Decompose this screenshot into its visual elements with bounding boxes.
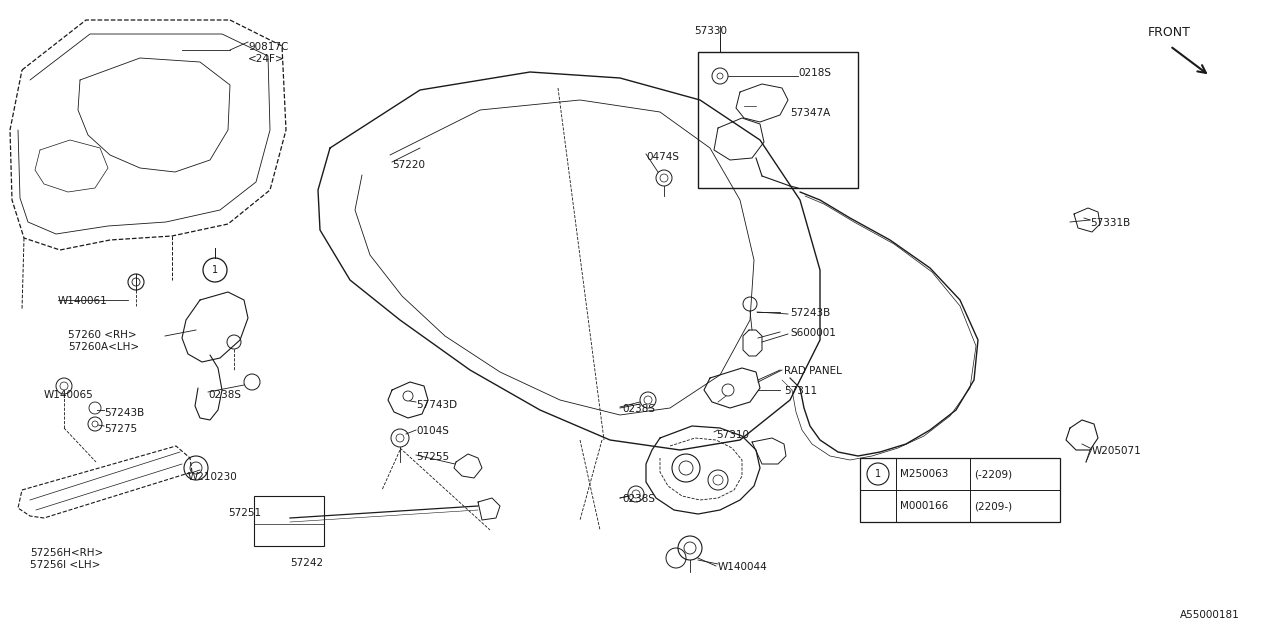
Text: RAD PANEL: RAD PANEL (783, 366, 842, 376)
Text: 57260 <RH>
57260A<LH>: 57260 <RH> 57260A<LH> (68, 330, 140, 351)
Text: W210230: W210230 (188, 472, 238, 482)
Text: 57743D: 57743D (416, 400, 457, 410)
Text: 0104S: 0104S (416, 426, 449, 436)
Text: 90817C
<24F>: 90817C <24F> (248, 42, 288, 63)
Text: 0474S: 0474S (646, 152, 678, 162)
Text: (2209-): (2209-) (974, 501, 1012, 511)
Text: S600001: S600001 (790, 328, 836, 338)
Text: 1: 1 (212, 265, 218, 275)
Text: W140065: W140065 (44, 390, 93, 400)
Text: 57331B: 57331B (1091, 218, 1130, 228)
Text: M250063: M250063 (900, 469, 948, 479)
Text: FRONT: FRONT (1148, 26, 1190, 39)
Bar (860, 458, 1060, 522)
Text: 0238S: 0238S (622, 494, 655, 504)
Bar (698, 52, 858, 188)
Text: (-2209): (-2209) (974, 469, 1012, 479)
Text: 1: 1 (876, 469, 881, 479)
Text: 0218S: 0218S (797, 68, 831, 78)
Text: 57330: 57330 (694, 26, 727, 36)
Text: 57251: 57251 (228, 508, 261, 518)
Text: 57256H<RH>
57256I <LH>: 57256H<RH> 57256I <LH> (29, 548, 104, 570)
Text: W205071: W205071 (1092, 446, 1142, 456)
Text: W140061: W140061 (58, 296, 108, 306)
Text: 57243B: 57243B (104, 408, 145, 418)
Text: 57243B: 57243B (790, 308, 831, 318)
Text: 0238S: 0238S (622, 404, 655, 414)
Text: W140044: W140044 (718, 562, 768, 572)
Text: 0238S: 0238S (207, 390, 241, 400)
Text: 57310: 57310 (716, 430, 749, 440)
Text: 57275: 57275 (104, 424, 137, 434)
Bar (253, 496, 324, 546)
Text: M000166: M000166 (900, 501, 948, 511)
Text: 57311: 57311 (783, 386, 817, 396)
Text: 57220: 57220 (392, 160, 425, 170)
Text: 57347A: 57347A (790, 108, 831, 118)
Text: 57242: 57242 (291, 558, 323, 568)
Text: A55000181: A55000181 (1180, 610, 1240, 620)
Text: 57255: 57255 (416, 452, 449, 462)
